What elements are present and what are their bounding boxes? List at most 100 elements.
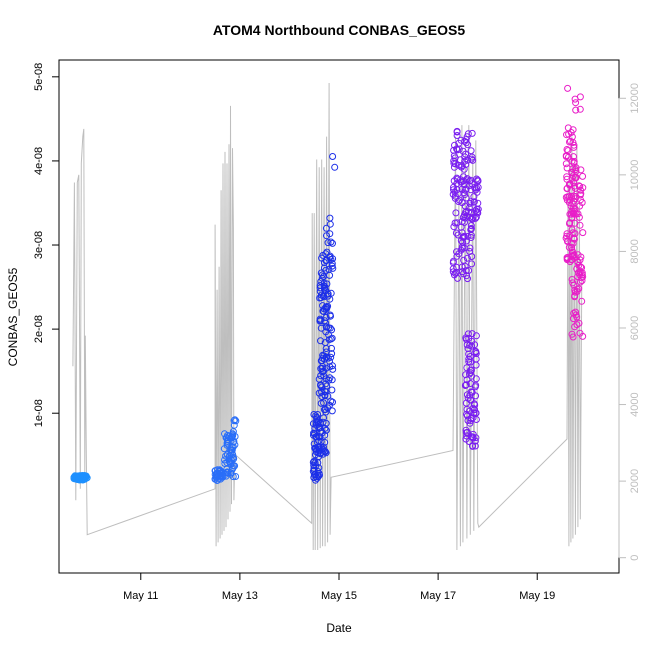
data-point bbox=[463, 133, 471, 141]
data-point bbox=[572, 311, 580, 319]
data-point bbox=[468, 253, 476, 260]
data-point bbox=[331, 163, 339, 171]
y-tick-label: 4e-08 bbox=[33, 147, 45, 175]
data-points-layer bbox=[70, 84, 587, 484]
data-point bbox=[323, 280, 331, 288]
right-tick-label: 0 bbox=[629, 555, 641, 561]
data-point bbox=[320, 406, 328, 414]
data-point bbox=[470, 193, 478, 201]
data-point bbox=[465, 438, 473, 445]
data-point bbox=[462, 161, 470, 168]
right-tick-label: 4000 bbox=[629, 392, 641, 416]
data-point bbox=[328, 407, 336, 415]
data-point bbox=[313, 413, 321, 421]
data-point bbox=[449, 257, 457, 265]
data-point bbox=[450, 183, 457, 191]
data-point bbox=[572, 308, 579, 316]
data-point bbox=[563, 164, 571, 172]
series-1 bbox=[70, 472, 91, 484]
series-3 bbox=[309, 153, 339, 484]
data-point bbox=[221, 430, 228, 438]
data-point bbox=[569, 239, 577, 247]
data-point bbox=[320, 372, 328, 380]
x-tick-label: May 11 bbox=[123, 590, 158, 602]
data-point bbox=[566, 138, 573, 146]
data-point bbox=[449, 190, 457, 198]
data-point bbox=[571, 288, 579, 296]
data-point bbox=[457, 136, 465, 144]
data-point bbox=[462, 429, 470, 437]
data-point bbox=[311, 445, 319, 453]
data-point bbox=[576, 93, 584, 101]
data-point bbox=[565, 193, 573, 201]
plot-frame bbox=[58, 59, 620, 574]
data-point bbox=[311, 424, 319, 432]
data-point bbox=[576, 183, 584, 190]
y-tick-label: 3e-08 bbox=[33, 231, 45, 259]
data-point bbox=[562, 160, 570, 168]
altitude-track-layer bbox=[72, 82, 583, 551]
data-point bbox=[451, 192, 459, 200]
data-point bbox=[328, 386, 336, 394]
right-tick-label: 8000 bbox=[629, 239, 641, 263]
data-point bbox=[570, 251, 578, 259]
data-point bbox=[458, 185, 466, 193]
data-point bbox=[327, 256, 335, 264]
data-point bbox=[453, 127, 461, 135]
data-point bbox=[465, 267, 473, 274]
data-point bbox=[567, 129, 575, 136]
data-point bbox=[454, 198, 462, 205]
data-point bbox=[453, 132, 461, 139]
data-point bbox=[452, 209, 460, 217]
data-point bbox=[469, 442, 477, 450]
data-point bbox=[566, 220, 573, 228]
data-point bbox=[326, 252, 334, 260]
data-point bbox=[329, 239, 336, 247]
data-point bbox=[322, 364, 330, 372]
data-point bbox=[318, 274, 326, 282]
data-point bbox=[227, 469, 235, 477]
data-point bbox=[573, 265, 581, 273]
data-point bbox=[326, 271, 334, 279]
data-point bbox=[461, 157, 469, 165]
data-point bbox=[460, 244, 468, 252]
data-point bbox=[459, 213, 467, 221]
data-point bbox=[468, 129, 476, 137]
data-point bbox=[466, 419, 474, 427]
data-point bbox=[458, 263, 466, 271]
data-point bbox=[469, 156, 477, 164]
data-point bbox=[323, 304, 331, 312]
data-point bbox=[324, 239, 332, 247]
x-axis-label: Date bbox=[326, 621, 352, 635]
data-point bbox=[216, 466, 224, 474]
data-point bbox=[227, 449, 235, 457]
data-point bbox=[563, 146, 571, 153]
data-point bbox=[467, 224, 475, 232]
data-point bbox=[449, 268, 457, 276]
data-point bbox=[462, 335, 470, 343]
data-point bbox=[578, 277, 586, 285]
data-point bbox=[564, 147, 572, 155]
data-point bbox=[317, 337, 324, 345]
data-point bbox=[578, 264, 586, 272]
data-point bbox=[579, 229, 587, 237]
data-point bbox=[467, 222, 475, 230]
data-point bbox=[212, 474, 220, 482]
data-point bbox=[578, 274, 585, 282]
y-tick-label: 5e-08 bbox=[33, 63, 45, 91]
data-point bbox=[463, 376, 471, 384]
data-point bbox=[323, 353, 331, 361]
data-point bbox=[214, 466, 221, 474]
data-point bbox=[464, 394, 472, 402]
data-point bbox=[323, 232, 330, 240]
data-point bbox=[322, 449, 330, 457]
data-point bbox=[319, 418, 327, 426]
x-tick-label: May 15 bbox=[321, 590, 357, 602]
data-point bbox=[571, 205, 579, 213]
series-5 bbox=[562, 84, 587, 341]
data-point bbox=[472, 381, 480, 389]
data-point bbox=[328, 376, 336, 384]
data-point bbox=[575, 319, 583, 327]
data-point bbox=[461, 218, 468, 226]
data-point bbox=[576, 267, 584, 275]
